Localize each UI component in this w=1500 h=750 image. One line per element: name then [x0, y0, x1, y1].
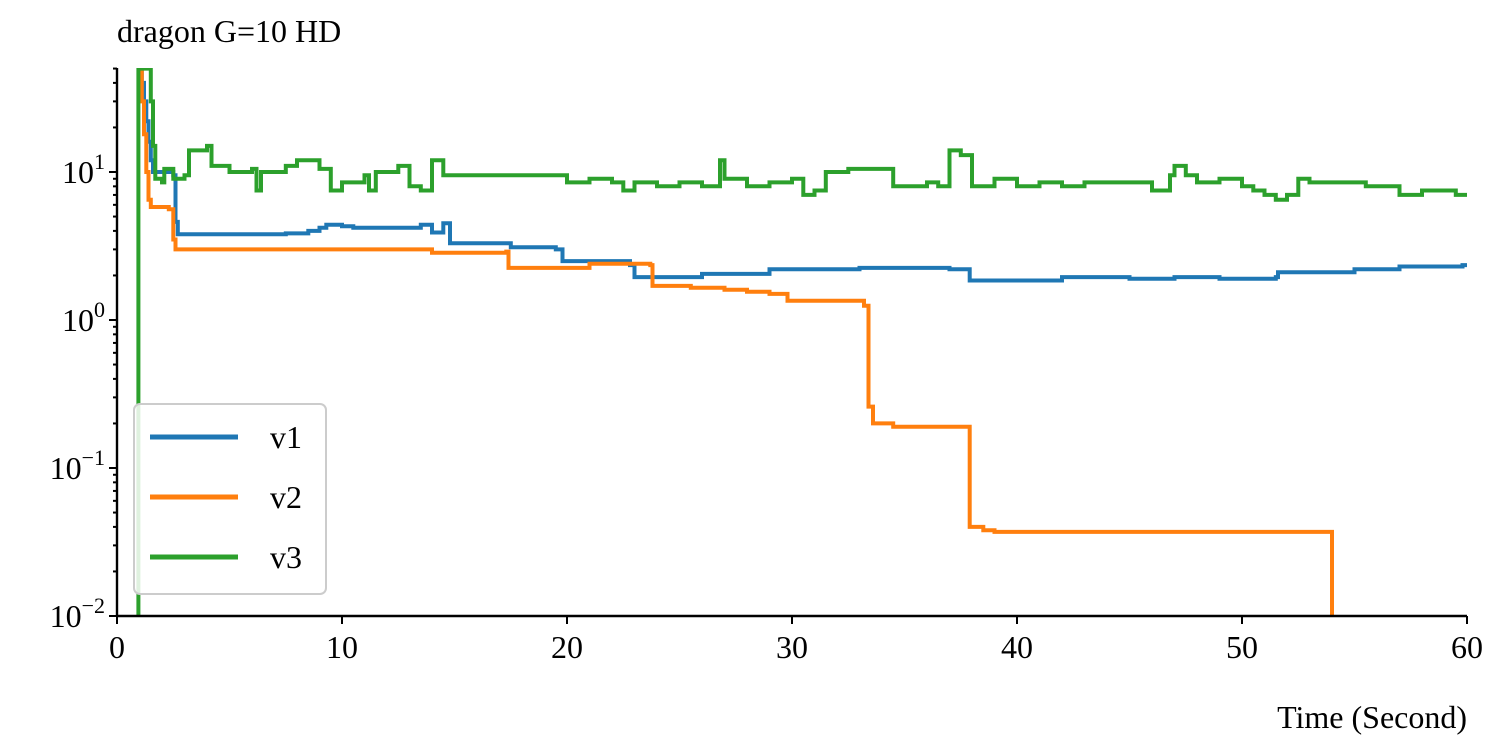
x-axis-label: Time (Second) — [1277, 699, 1467, 735]
y-tick-label-2: 100 — [62, 297, 105, 338]
y-ticks: 10−2 10−1 100 101 — [50, 67, 117, 634]
x-ticks: 0 10 20 30 40 50 60 — [109, 616, 1483, 665]
y-tick-label-1: 10−1 — [50, 445, 105, 486]
y-tick-label-0: 10−2 — [50, 593, 105, 634]
x-tick-label-6: 60 — [1451, 629, 1483, 665]
x-tick-label-2: 20 — [551, 629, 583, 665]
series-v3-line — [136, 68, 1467, 616]
y-tick-label-3: 101 — [62, 149, 105, 190]
series-layer — [136, 68, 1467, 616]
legend: v1 v2 v3 — [133, 403, 327, 595]
x-tick-label-3: 30 — [776, 629, 808, 665]
series-v2-line — [139, 68, 1334, 616]
x-tick-label-0: 0 — [109, 629, 125, 665]
x-tick-label-4: 40 — [1001, 629, 1033, 665]
x-tick-label-5: 50 — [1226, 629, 1258, 665]
chart-title: dragon G=10 HD — [117, 13, 341, 49]
x-tick-label-1: 10 — [326, 629, 358, 665]
legend-label-v2: v2 — [270, 479, 302, 515]
legend-label-v1: v1 — [270, 419, 302, 455]
legend-label-v3: v3 — [270, 539, 302, 575]
